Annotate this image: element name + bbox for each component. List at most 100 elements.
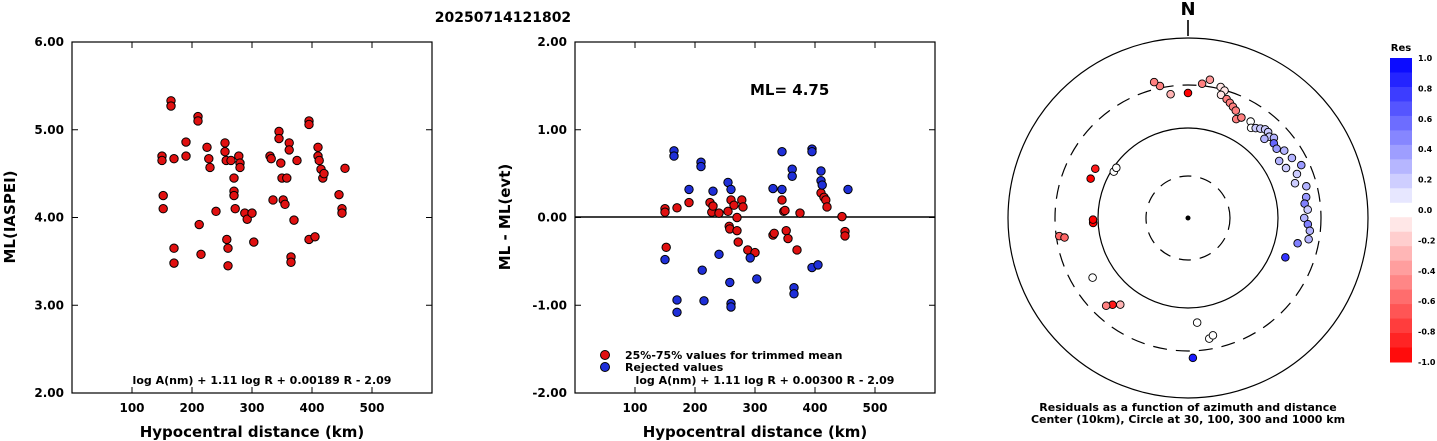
- middle-chart-point: [769, 228, 779, 238]
- left-chart-point: [181, 151, 191, 161]
- middle-chart-point: [807, 146, 817, 157]
- middle-chart-point: [752, 274, 762, 284]
- left-chart-point: [282, 173, 292, 183]
- polar-point: [1281, 163, 1291, 173]
- ml-annotation: ML= 4.75: [750, 81, 829, 99]
- middle-chart-x-tick-label: 200: [682, 401, 707, 415]
- left-chart-formula: log A(nm) + 1.11 log R + 0.00189 R - 2.0…: [133, 374, 392, 387]
- left-chart-x-tick-label: 200: [179, 401, 204, 415]
- left-chart-y-tick-label: 5.00: [34, 123, 64, 137]
- middle-chart-point: [733, 237, 743, 247]
- polar-point: [1183, 88, 1193, 98]
- left-chart-point: [166, 101, 176, 111]
- left-chart-point: [340, 163, 350, 174]
- middle-chart-point: [684, 197, 694, 208]
- middle-chart-point: [660, 207, 670, 217]
- middle-chart-point: [726, 184, 736, 195]
- polar-point: [1305, 226, 1315, 236]
- colorbar-cell: [1390, 304, 1412, 320]
- polar-point: [1260, 134, 1269, 144]
- legend-marker-trimmed-mean: [600, 350, 610, 360]
- colorbar-tick-label: 1.0: [1418, 54, 1433, 63]
- left-chart-point: [196, 249, 206, 260]
- middle-chart-point: [723, 206, 733, 217]
- polar-point: [1192, 318, 1202, 327]
- polar-circle-100km: [1097, 127, 1279, 309]
- left-chart-point: [211, 206, 221, 217]
- polar-point: [1292, 169, 1302, 179]
- left-chart-point: [266, 154, 276, 164]
- middle-chart-point: [661, 242, 671, 253]
- middle-chart-point: [708, 201, 718, 211]
- polar-point: [1088, 273, 1097, 282]
- middle-chart-y-tick-label: 0.00: [537, 211, 567, 225]
- polar-residual-plot: N Residuals as a function of azimuth and…: [1007, 0, 1369, 426]
- colorbar-cell: [1390, 347, 1412, 363]
- polar-point: [1303, 205, 1312, 214]
- left-chart-point: [229, 190, 239, 201]
- left-chart-point: [226, 155, 236, 166]
- colorbar-cell: [1390, 202, 1412, 218]
- polar-point: [1205, 75, 1215, 84]
- colorbar-cell: [1390, 289, 1412, 305]
- left-chart-ticks: 100 200 300 400 500 2.00 3.00 4.00 5.00 6.00: [34, 35, 432, 415]
- middle-chart-point: [726, 302, 736, 312]
- left-chart-point: [319, 168, 329, 179]
- left-chart-point: [284, 145, 294, 155]
- middle-chart-point: [708, 186, 718, 196]
- left-chart-points: [157, 96, 350, 271]
- left-chart-y-tick-label: 2.00: [34, 386, 64, 400]
- left-chart-y-axis-label: ML(IASPEI): [1, 170, 19, 263]
- left-chart-point: [247, 208, 257, 218]
- middle-chart-x-tick-label: 300: [742, 401, 767, 415]
- colorbar-cell: [1390, 130, 1412, 146]
- middle-chart-legend: 25%-75% values for trimmed mean Rejected…: [600, 349, 842, 374]
- colorbar-cell: [1390, 144, 1412, 160]
- middle-chart-point: [789, 289, 799, 299]
- polar-point: [1280, 146, 1289, 155]
- middle-chart-point: [843, 184, 853, 195]
- polar-point: [1088, 215, 1098, 224]
- middle-chart-x-axis-label: Hypocentral distance (km): [643, 423, 868, 441]
- middle-chart-x-tick-label: 400: [802, 401, 827, 415]
- polar-point: [1302, 182, 1311, 191]
- middle-chart-point: [777, 184, 787, 195]
- left-chart-point: [242, 214, 252, 224]
- middle-chart-point: [729, 200, 739, 210]
- middle-chart-point: [732, 225, 742, 236]
- colorbar-cell: [1390, 333, 1412, 349]
- polar-point: [1293, 239, 1302, 248]
- left-chart-point: [223, 261, 233, 271]
- polar-points: [1055, 75, 1315, 363]
- left-chart-point: [220, 146, 230, 157]
- north-label: N: [1180, 0, 1195, 20]
- left-chart-y-tick-label: 4.00: [34, 211, 64, 225]
- colorbar-tick-label: -1.0: [1418, 358, 1436, 367]
- colorbar-tick-label: 0.6: [1418, 115, 1433, 124]
- polar-point: [1188, 353, 1198, 363]
- polar-point: [1281, 253, 1290, 262]
- polar-circle-300km: [1054, 84, 1322, 352]
- polar-point: [1287, 153, 1297, 163]
- colorbar-tick-label: 0.0: [1418, 206, 1433, 215]
- colorbar-cell: [1390, 86, 1412, 102]
- polar-point: [1299, 213, 1309, 223]
- colorbar-tick-label: 0.2: [1418, 176, 1432, 185]
- left-chart-x-tick-label: 500: [359, 401, 384, 415]
- middle-chart-point: [714, 208, 724, 218]
- colorbar-cell: [1390, 246, 1412, 262]
- colorbar-cell: [1390, 58, 1412, 73]
- polar-point: [1091, 164, 1100, 173]
- left-chart-x-axis-label: Hypocentral distance (km): [140, 423, 365, 441]
- middle-chart-y-tick-label: 2.00: [537, 35, 567, 49]
- polar-point: [1197, 79, 1207, 88]
- middle-chart-point: [817, 180, 827, 190]
- polar-circle-30km: [1145, 175, 1231, 261]
- middle-chart-point: [684, 184, 694, 195]
- middle-chart-x-tick-label: 500: [862, 401, 887, 415]
- middle-chart-point: [699, 296, 709, 306]
- figure-title: 20250714121802: [435, 10, 571, 26]
- middle-chart-point: [697, 265, 707, 275]
- middle-chart-point: [795, 208, 805, 218]
- middle-chart-formula: log A(nm) + 1.11 log R + 0.00300 R - 2.0…: [636, 374, 895, 387]
